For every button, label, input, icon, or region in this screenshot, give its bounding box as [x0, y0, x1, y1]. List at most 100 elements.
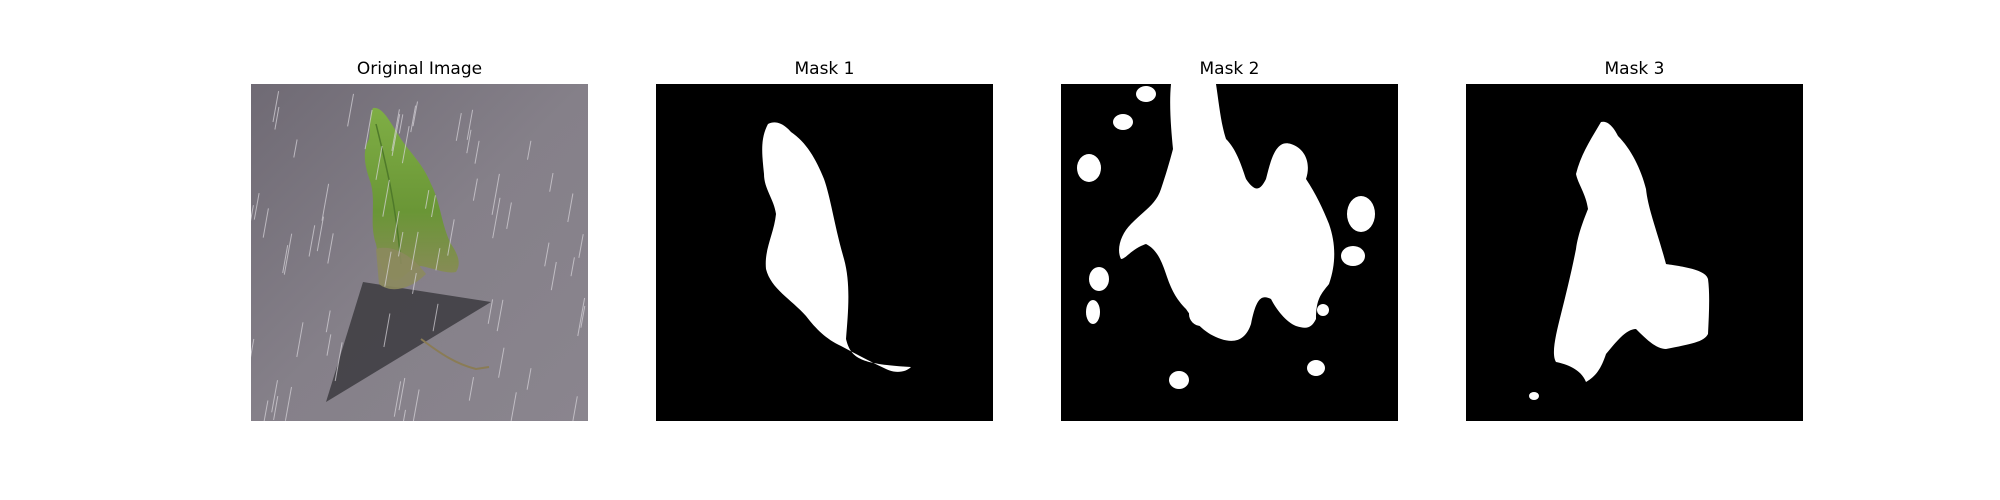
- rain-streak: [412, 389, 420, 421]
- rain-streak: [510, 392, 517, 421]
- rain-streak: [271, 380, 278, 413]
- rain-streak: [472, 178, 478, 201]
- mask-3-image: [1466, 84, 1803, 421]
- mask-region-blob: [1077, 154, 1101, 182]
- mask-region-blob: [1347, 196, 1375, 232]
- rain-streak: [375, 145, 383, 180]
- rain-streak: [283, 233, 293, 275]
- rain-streak: [398, 114, 404, 134]
- rain-streak: [498, 347, 505, 378]
- rain-streak: [382, 179, 390, 217]
- rain-streak: [468, 377, 474, 401]
- rain-streak: [577, 297, 586, 337]
- rain-streak: [398, 231, 404, 257]
- rain-streak: [263, 400, 269, 421]
- panel-title: Mask 3: [1604, 59, 1665, 79]
- rain-streak: [506, 202, 512, 229]
- rain-streak: [326, 334, 332, 356]
- rain-streak: [466, 109, 474, 140]
- panel-title: Mask 2: [1199, 59, 1260, 79]
- rain-streak: [455, 113, 462, 141]
- rain-streak: [527, 140, 532, 160]
- rain-streak: [364, 109, 373, 150]
- rain-streak: [398, 377, 406, 411]
- mask-region-blob: [1529, 392, 1539, 400]
- rain-streak: [321, 183, 330, 221]
- mask-region-blob: [1169, 371, 1189, 389]
- mask-region-main: [1119, 84, 1335, 341]
- rain-streak: [391, 109, 400, 151]
- rain-streak: [251, 205, 254, 222]
- rain-streak: [425, 190, 430, 209]
- rain-streak: [384, 251, 392, 287]
- mask-region-blob: [1089, 267, 1109, 291]
- rain-streak: [526, 368, 532, 390]
- rain-streak: [466, 129, 472, 154]
- rain-streak: [282, 245, 289, 274]
- rain-streak: [549, 173, 554, 192]
- mask-region-blob: [1113, 114, 1133, 130]
- rain-streak: [308, 225, 316, 257]
- rain-streak: [550, 261, 557, 291]
- rain-streak: [435, 248, 441, 271]
- leaf-vein: [375, 123, 402, 265]
- mask-region-blob: [1341, 246, 1365, 266]
- rain-streak: [432, 303, 439, 332]
- rain-streak: [253, 193, 260, 220]
- mask-region-blob: [1189, 302, 1213, 326]
- rain-streak: [284, 386, 292, 421]
- rain-streak: [544, 242, 550, 267]
- rain-streak: [402, 409, 406, 421]
- rain-streak: [447, 219, 455, 256]
- rain-streak: [578, 234, 584, 258]
- rain-streak: [262, 208, 269, 238]
- panel-mask-2: Mask 2: [1061, 0, 1398, 500]
- panel-title: Mask 1: [794, 59, 855, 79]
- panel-original-image: Original Image: [251, 0, 588, 500]
- rain-streak: [412, 101, 418, 127]
- mask-region: [1553, 121, 1710, 383]
- mask-region-blob: [1307, 360, 1325, 376]
- rain-streak: [251, 338, 255, 358]
- rain-streak: [273, 396, 279, 420]
- rain-streak: [492, 197, 501, 239]
- mask-region: [762, 122, 911, 372]
- panel-mask-3: Mask 3: [1466, 0, 1803, 500]
- mask-2-image: [1061, 84, 1398, 421]
- rain-streak: [410, 231, 419, 271]
- panel-mask-1: Mask 1: [656, 0, 993, 500]
- panel-title: Original Image: [356, 59, 483, 79]
- leaf-shape: [364, 107, 459, 281]
- rain-streak: [401, 126, 410, 164]
- mask-region-blob: [1317, 304, 1329, 316]
- rain-streak: [383, 313, 391, 348]
- rain-streak: [325, 310, 331, 333]
- rain-streak: [572, 396, 578, 421]
- rain-streak: [431, 195, 436, 218]
- rain-streak: [334, 342, 343, 382]
- rain-streak: [293, 139, 298, 158]
- rain-streak: [474, 140, 480, 164]
- rain-streak: [391, 114, 401, 156]
- shadow-wedge: [326, 282, 491, 402]
- rain-streak: [316, 216, 324, 252]
- rain-streak: [272, 91, 280, 123]
- rain-streak: [487, 299, 494, 324]
- rain-streak: [496, 299, 504, 332]
- rain-streak: [580, 305, 586, 328]
- rain-streak: [274, 106, 280, 130]
- mask-1-image: [656, 84, 993, 421]
- rain-streak: [347, 93, 354, 127]
- rain-streak: [296, 322, 304, 358]
- rain-streak: [410, 105, 417, 133]
- rain-streak: [567, 193, 574, 223]
- rain-streak: [393, 211, 400, 243]
- rain-streak: [327, 233, 334, 264]
- rain-streak: [412, 272, 417, 294]
- original-image: [251, 84, 588, 421]
- rain-streak: [393, 381, 402, 417]
- mask-region-blob: [1086, 300, 1100, 324]
- rain-streaks: [251, 91, 586, 421]
- leaf-base: [376, 247, 426, 290]
- leaf-stem: [420, 338, 490, 371]
